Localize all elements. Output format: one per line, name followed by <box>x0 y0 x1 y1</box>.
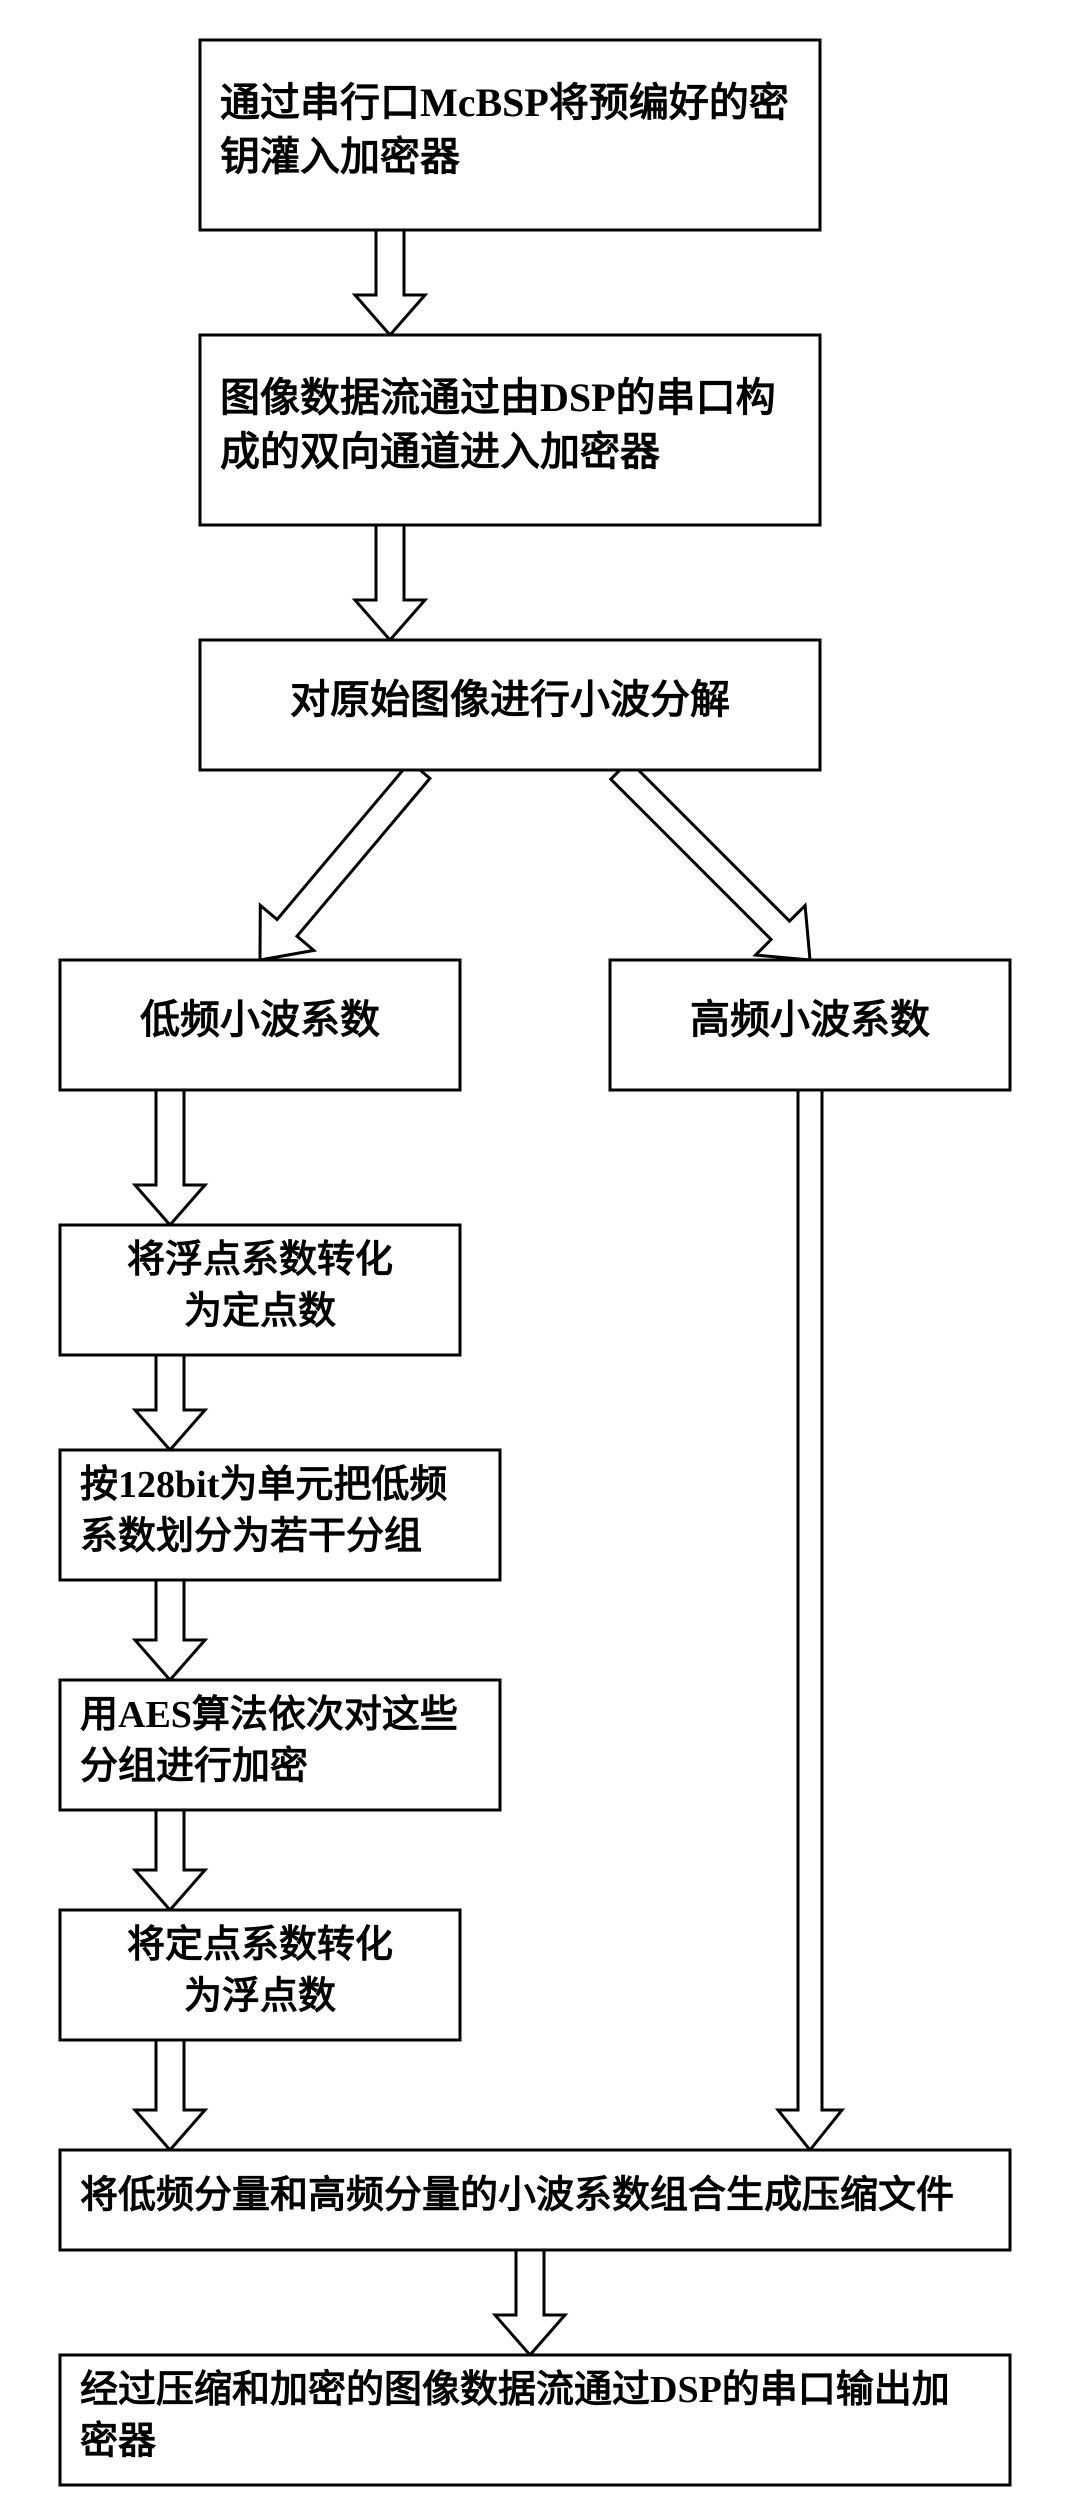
flow-node-text: 系数划分为若干分组 <box>80 1515 422 1557</box>
flow-node-text: 对原始图像进行小波分解 <box>290 677 730 722</box>
flow-node-text: 将定点系数转化 <box>127 1924 393 1966</box>
flow-node-text: 高频小波系数 <box>690 997 930 1042</box>
arrow-down <box>355 525 425 640</box>
flow-node-text: 为定点数 <box>184 1290 336 1332</box>
flow-node-text: 为浮点数 <box>184 1975 336 2017</box>
flow-node-text: 通过串行口McBSP将预编好的密 <box>220 80 789 125</box>
flow-node-text: 图像数据流通过由DSP的串口构 <box>220 375 776 420</box>
flow-node-text: 按128bit为单元把低频 <box>80 1464 447 1506</box>
arrow-down <box>135 2040 205 2150</box>
arrow-diagonal <box>611 761 810 960</box>
arrow-down <box>355 230 425 335</box>
flow-node-text: 钥灌入加密器 <box>220 134 461 179</box>
flow-node-text: 成的双向通道进入加密器 <box>220 429 661 474</box>
flow-node-text: 低频小波系数 <box>140 997 380 1042</box>
flow-node-text: 经过压缩和加密的图像数据流通过DSP的串口输出加 <box>80 2369 950 2411</box>
flow-node-text: 用AES算法依次对这些 <box>80 1694 458 1736</box>
arrow-down <box>135 1810 205 1910</box>
arrow-down <box>135 1355 205 1450</box>
flow-node-text: 将浮点系数转化 <box>127 1239 393 1281</box>
arrow-down <box>778 1090 842 2150</box>
arrow-down <box>135 1580 205 1680</box>
flow-node-text: 将低频分量和高频分量的小波系数组合生成压缩文件 <box>80 2175 954 2217</box>
arrow-down <box>135 1090 205 1225</box>
flow-node-text: 密器 <box>80 2420 157 2462</box>
flow-node-text: 分组进行加密 <box>80 1745 308 1787</box>
arrow-down <box>495 2250 565 2355</box>
arrow-diagonal <box>260 762 430 960</box>
flowchart-canvas: 通过串行口McBSP将预编好的密钥灌入加密器图像数据流通过由DSP的串口构成的双… <box>0 0 1069 2495</box>
